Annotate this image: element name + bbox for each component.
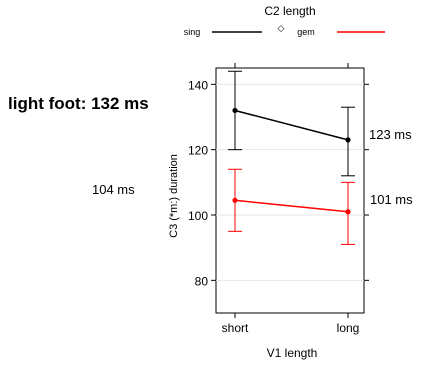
legend-entry-gem: gem	[297, 27, 315, 37]
x-tick-label-short: short	[222, 321, 249, 335]
annotation-sing-long: 123 ms	[369, 127, 412, 142]
point-gem-long	[345, 209, 351, 215]
x-axis-label: V1 length	[267, 346, 318, 360]
annotation-gem-short: 104 ms	[92, 182, 135, 197]
y-tick-label-100: 100	[188, 209, 208, 223]
point-sing-long	[345, 137, 351, 143]
y-tick-label-140: 140	[188, 78, 208, 92]
y-axis-label: C3 (*m:) duration	[168, 154, 180, 238]
legend-entry-sing: sing	[184, 27, 201, 37]
y-tick-label-120: 120	[188, 144, 208, 158]
legend-title: C2 length	[264, 4, 315, 18]
series-line-sing	[234, 109, 349, 141]
annotation-gem-long: 101 ms	[370, 192, 413, 207]
point-gem-short	[232, 197, 238, 203]
x-tick-label-long: long	[337, 321, 360, 335]
annotation-light-foot: light foot: 132 ms	[8, 94, 149, 113]
y-axis-ticks: 80 100 120 140	[188, 78, 369, 288]
series-line-gem	[234, 199, 349, 213]
legend-diamond-marker: ◇	[278, 23, 285, 33]
x-axis-ticks: short long	[222, 63, 360, 335]
plot-panel	[215, 67, 365, 314]
y-tick-label-80: 80	[195, 274, 209, 288]
data-series	[228, 70, 355, 245]
point-sing-short	[232, 107, 238, 114]
